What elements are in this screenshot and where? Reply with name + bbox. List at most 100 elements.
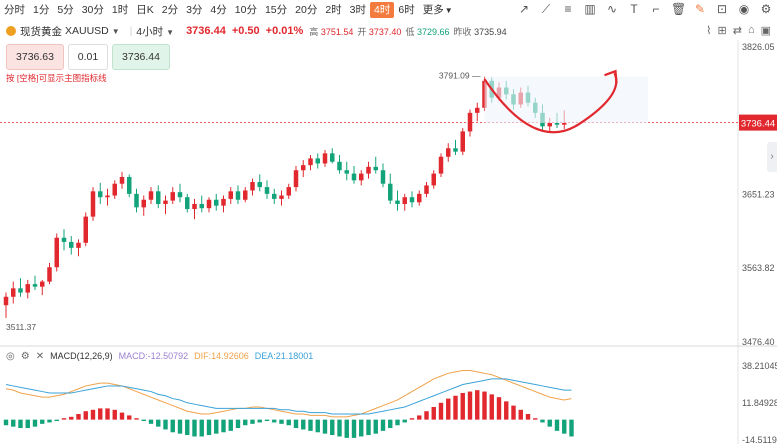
edit-icon[interactable]: ✎: [694, 2, 706, 16]
candle-body: [98, 191, 103, 198]
candle-body: [170, 192, 175, 201]
low-annotation: 3511.37: [6, 322, 36, 332]
candle-body: [134, 193, 139, 208]
candle-body: [243, 190, 248, 200]
projection-area: [484, 76, 648, 123]
macd-bar: [301, 419, 306, 430]
candle-body: [279, 195, 284, 199]
candle-body: [119, 176, 125, 184]
symbol-selector[interactable]: 现货黄金 XAUUSD ▼: [6, 24, 126, 39]
macd-bar: [257, 419, 262, 423]
candle-body: [264, 187, 270, 194]
bars-icon[interactable]: ≡: [564, 2, 572, 16]
candle-body: [272, 193, 277, 199]
timeframe-11[interactable]: 20分: [295, 4, 318, 16]
macd-y-tick: 11.84928: [742, 398, 777, 408]
macd-bar: [54, 419, 59, 422]
dif-line: [5, 370, 572, 418]
macd-bar: [482, 391, 487, 420]
dif-number: 14.92606: [211, 351, 249, 361]
timeframe-4[interactable]: 1时: [111, 4, 129, 16]
macd-bar: [453, 395, 458, 420]
timeframe-8[interactable]: 4分: [210, 4, 227, 16]
timeframe-0[interactable]: 分时: [4, 4, 25, 16]
macd-bar: [3, 419, 9, 426]
sell-price-button[interactable]: 3736.63: [6, 44, 64, 70]
trade-panel: 3736.63 0.01 3736.44: [6, 44, 170, 70]
snapshot-icon[interactable]: ▣: [760, 25, 771, 37]
ruler-icon[interactable]: ⌐: [652, 2, 660, 16]
macd-bar: [235, 419, 241, 429]
timeframe-15[interactable]: 6时: [398, 4, 415, 16]
chevron-right-icon[interactable]: ›: [767, 142, 777, 172]
timeframe-9[interactable]: 10分: [234, 4, 257, 16]
eye-icon[interactable]: ◉: [738, 2, 750, 16]
timeframe-7[interactable]: 3分: [186, 4, 203, 16]
candle-body: [199, 203, 204, 209]
dea-value: DEA:21.18001: [255, 351, 314, 361]
text-icon[interactable]: T: [630, 2, 638, 16]
low-label: 低: [405, 26, 415, 37]
macd-bar: [11, 419, 16, 427]
chevron-down-icon: ▼: [444, 6, 453, 15]
timeframe-2[interactable]: 5分: [57, 4, 74, 16]
timeframe-10[interactable]: 15分: [264, 4, 288, 16]
timeframe-12[interactable]: 2时: [325, 4, 342, 16]
macd-bar: [373, 419, 378, 434]
candle-body: [409, 197, 415, 203]
line-icon[interactable]: ⟋: [541, 2, 551, 16]
eye-icon[interactable]: ◎: [6, 350, 15, 362]
candle-body: [32, 284, 38, 287]
pen-icon[interactable]: ↗: [518, 2, 530, 16]
candle-body: [293, 170, 299, 188]
macd-bar: [264, 419, 270, 422]
indicator-icon[interactable]: ⌇: [706, 25, 712, 37]
macd-bar: [380, 419, 386, 431]
timeframe-13[interactable]: 3时: [349, 4, 367, 16]
open-number: 3737.40: [368, 26, 402, 37]
candle-body: [177, 192, 183, 198]
timeframe-1[interactable]: 1分: [33, 4, 50, 16]
candle-body: [460, 131, 465, 152]
compare-icon[interactable]: ⇄: [732, 25, 742, 37]
candle-icon[interactable]: ▥: [584, 2, 596, 16]
buy-price-button[interactable]: 3736.44: [112, 44, 170, 70]
timeframe-16[interactable]: 更多▼: [422, 4, 453, 16]
macd-bar: [228, 419, 233, 431]
alert-icon[interactable]: ⌂: [747, 24, 755, 36]
macd-bar: [315, 419, 320, 433]
curve-icon[interactable]: ∿: [606, 2, 618, 16]
settings-icon[interactable]: ⚙: [20, 350, 30, 362]
y-tick-label: 3476.40: [742, 337, 775, 347]
macd-value: MACD:-12.50792: [119, 351, 189, 361]
interval-selector[interactable]: 4小时 ▼: [136, 24, 180, 39]
macd-bar: [366, 419, 371, 436]
chevron-down-icon: ▼: [166, 27, 175, 37]
macd-bar: [185, 419, 190, 436]
low-value: 低 3729.66: [405, 25, 449, 38]
timeframe-5[interactable]: 日K: [136, 4, 154, 16]
high-value: 高 3751.54: [309, 25, 353, 38]
timeframe-14[interactable]: 4时: [370, 2, 395, 18]
candle-body: [25, 284, 30, 293]
chevron-down-icon: ▼: [111, 26, 120, 36]
chart-tools: ⌇ ⊞ ⇄ ⌂ ▣: [706, 24, 771, 37]
trash-icon[interactable]: 🗑: [671, 2, 687, 16]
low-number: 3729.66: [416, 26, 450, 37]
macd-y-tick: 38.21045: [742, 361, 777, 371]
divider: |: [129, 25, 133, 37]
macd-label: MACD:: [118, 351, 148, 361]
high-annotation: 3791.09 —: [439, 71, 481, 81]
close-icon[interactable]: ✕: [35, 350, 45, 362]
macd-bar: [112, 409, 117, 420]
macd-bar: [359, 419, 364, 437]
template-icon[interactable]: ⊞: [717, 25, 727, 37]
timeframe-3[interactable]: 30分: [81, 4, 104, 16]
quantity-field[interactable]: 0.01: [68, 44, 108, 70]
lock-icon[interactable]: ⊡: [716, 2, 728, 16]
candle-body: [235, 191, 241, 200]
macd-bar: [199, 419, 204, 437]
settings-icon[interactable]: ⚙: [760, 2, 772, 16]
timeframe-6[interactable]: 2分: [161, 4, 179, 16]
